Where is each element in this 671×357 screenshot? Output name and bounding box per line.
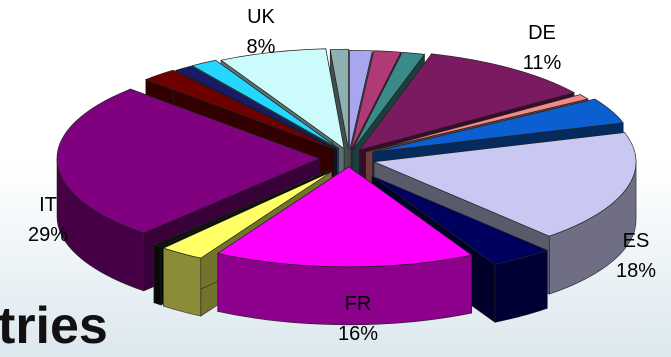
slice-yellow-top [162, 171, 332, 259]
label-uk-name: UK [247, 6, 275, 28]
slice-thin-navy-top [174, 65, 338, 150]
slice-thin-salmon-top [365, 94, 589, 153]
label-fr-name: FR [344, 293, 372, 315]
label-fr: FR 16% [318, 289, 398, 349]
slice-cyan-top [191, 59, 339, 149]
slice-blue-top [372, 98, 624, 153]
slice-thin-plum-top [350, 50, 402, 151]
label-de: DE 11% [502, 18, 582, 78]
label-uk: UK 8% [221, 2, 301, 62]
slice-es-top [372, 132, 637, 237]
label-it: IT 29% [8, 190, 88, 250]
label-es: ES 18% [596, 226, 671, 286]
slice-thin-black-wall [153, 244, 162, 306]
label-de-value: 11% [522, 52, 562, 74]
slice-darkred-top [144, 69, 335, 150]
label-fr-value: 16% [337, 323, 379, 345]
label-uk-value: 8% [246, 36, 276, 58]
label-it-value: 29% [27, 224, 69, 246]
label-es-name: ES [622, 230, 650, 252]
slice-de-top [358, 53, 576, 151]
slice-thin-gray-top [329, 48, 349, 150]
slice-thin-black-top [153, 170, 330, 248]
slice-uk-top [220, 48, 345, 150]
slice-yellow-wall [163, 247, 202, 317]
label-it-name: IT [39, 194, 57, 216]
slice-thin-teal-top [351, 51, 426, 151]
slice-navy-top [371, 175, 549, 265]
slice-fr-top [216, 166, 473, 268]
label-es-value: 18% [615, 260, 657, 282]
label-de-name: DE [528, 22, 556, 44]
partial-title: tries [0, 297, 108, 355]
slice-it-top [56, 88, 320, 234]
slice-thin-lavender-top [349, 49, 373, 151]
